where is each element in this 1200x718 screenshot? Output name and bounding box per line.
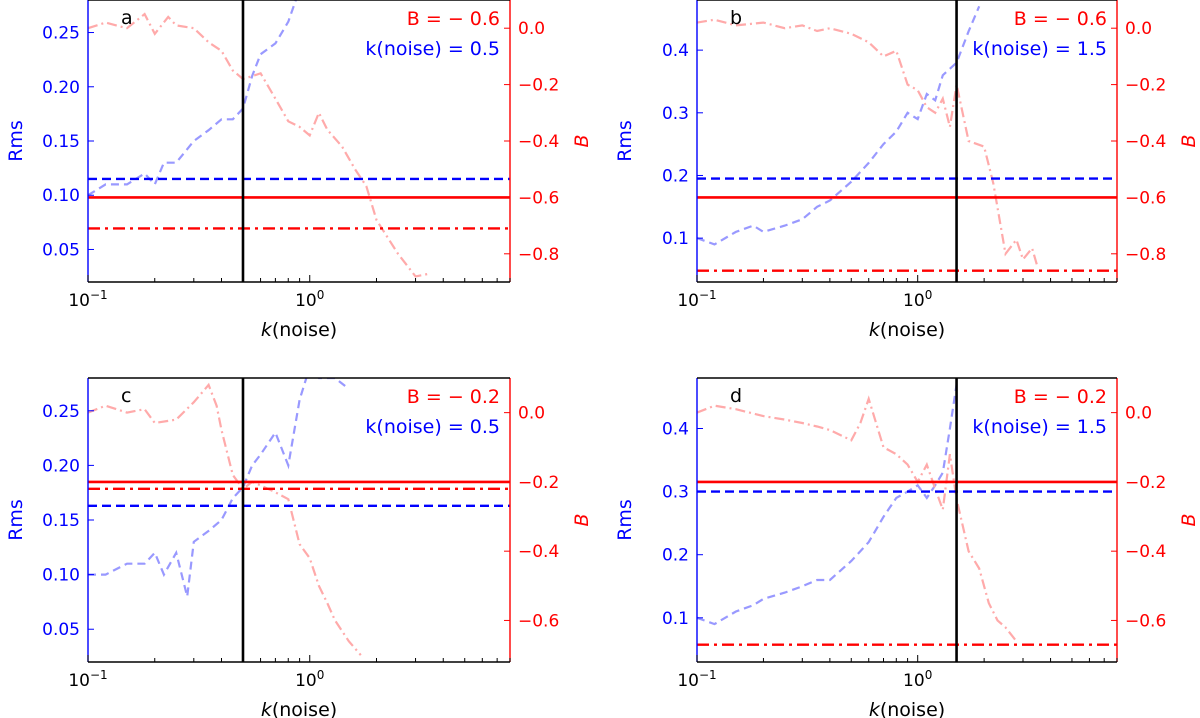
- left-tick-label: 0.15: [42, 132, 80, 152]
- right-axis-title: B: [1178, 134, 1200, 147]
- b-value-annotation: B = − 0.2: [407, 386, 500, 408]
- left-tick-label: 0.2: [662, 166, 689, 186]
- rms-series-line: [697, 384, 958, 626]
- left-tick-label: 0.3: [662, 104, 689, 124]
- plot-area: [697, 0, 1117, 282]
- k-noise-annotation: k(noise) = 1.5: [972, 416, 1107, 438]
- left-axis-title: Rms: [614, 120, 636, 162]
- right-tick-label: −0.6: [518, 611, 559, 631]
- panel-b: 10−1 100 0.4 0.3 0.2 0.1 0.0 −0.2 −0.4 −0.6 −0.8 Rm…: [614, 0, 1200, 341]
- panel-letter: b: [730, 7, 742, 29]
- plot-area: [88, 378, 510, 662]
- rms-series-line: [697, 5, 981, 246]
- x-tick-label: 10−1: [677, 288, 716, 311]
- left-tick-label: 0.10: [42, 566, 80, 586]
- k-noise-annotation: k(noise) = 0.5: [365, 416, 500, 438]
- right-tick-label: 0.0: [518, 404, 545, 424]
- x-axis-title: k(noise): [869, 319, 945, 341]
- right-tick-label: −0.8: [518, 245, 559, 265]
- left-tick-label: 0.25: [42, 24, 80, 44]
- right-tick-label: −0.6: [1125, 611, 1166, 631]
- b-series-line: [88, 12, 431, 278]
- right-tick-label: −0.2: [1125, 473, 1166, 493]
- rms-series-line: [88, 378, 350, 597]
- x-tick-label: 100: [295, 288, 324, 311]
- x-axis-title: k(noise): [869, 699, 945, 718]
- right-tick-label: −0.4: [518, 132, 559, 152]
- x-tick-label: 100: [295, 668, 324, 691]
- right-axis-title: B: [1178, 513, 1200, 526]
- right-axis-title: B: [571, 513, 593, 526]
- panel-letter: c: [121, 385, 131, 407]
- plot-area: [697, 378, 1117, 662]
- right-tick-label: −0.8: [1125, 245, 1166, 265]
- x-axis-title: k(noise): [261, 319, 337, 341]
- left-tick-label: 0.1: [662, 609, 689, 629]
- b-value-annotation: B = − 0.6: [1014, 8, 1107, 30]
- right-tick-label: 0.0: [1125, 19, 1152, 39]
- left-tick-label: 0.20: [42, 456, 80, 476]
- panel-d: 10−1 100 0.4 0.3 0.2 0.1 0.0 −0.2 −0.4 −0.6 Rms Bk(…: [614, 377, 1200, 718]
- b-series-line: [88, 382, 362, 656]
- k-noise-annotation: k(noise) = 1.5: [972, 38, 1107, 60]
- left-tick-label: 0.4: [662, 41, 689, 61]
- b-value-annotation: B = − 0.6: [407, 8, 500, 30]
- left-tick-label: 0.4: [662, 419, 689, 439]
- left-tick-label: 0.25: [42, 402, 80, 422]
- left-tick-label: 0.1: [662, 229, 689, 249]
- panel-a: 10−1 100 0.25 0.20 0.15 0.10 0.05 0.0 −0.2 −0.4 −0…: [5, 0, 593, 341]
- rms-series-line: [88, 0, 298, 197]
- left-tick-label: 0.05: [42, 620, 80, 640]
- right-tick-label: −0.6: [518, 188, 559, 208]
- x-tick-label: 10−1: [68, 288, 107, 311]
- right-tick-label: 0.0: [518, 19, 545, 39]
- x-tick-label: 100: [903, 288, 932, 311]
- right-tick-label: −0.4: [1125, 132, 1166, 152]
- left-tick-label: 0.10: [42, 186, 80, 206]
- right-tick-label: −0.4: [1125, 542, 1166, 562]
- right-tick-label: −0.6: [1125, 188, 1166, 208]
- x-tick-label: 10−1: [68, 668, 107, 691]
- right-tick-label: −0.2: [518, 76, 559, 96]
- right-tick-label: −0.2: [1125, 76, 1166, 96]
- right-tick-label: −0.2: [518, 473, 559, 493]
- right-tick-label: −0.4: [518, 542, 559, 562]
- left-axis-title: Rms: [5, 499, 27, 541]
- x-axis-title: k(noise): [261, 699, 337, 718]
- left-tick-label: 0.20: [42, 78, 80, 98]
- left-axis-title: Rms: [614, 499, 636, 541]
- b-series-line: [697, 395, 1018, 642]
- plot-area: [88, 0, 510, 282]
- left-tick-label: 0.2: [662, 546, 689, 566]
- k-noise-annotation: k(noise) = 0.5: [365, 38, 500, 60]
- left-axis-title: Rms: [5, 120, 27, 162]
- right-axis-title: B: [571, 134, 593, 147]
- x-tick-label: 100: [903, 668, 932, 691]
- b-series-line: [697, 18, 1039, 269]
- left-tick-label: 0.3: [662, 483, 689, 503]
- right-tick-label: 0.0: [1125, 404, 1152, 424]
- b-value-annotation: B = − 0.2: [1014, 386, 1107, 408]
- panel-c: 10−1 100 0.25 0.20 0.15 0.10 0.05 0.0 −0.2 −0.4 −0…: [5, 377, 593, 718]
- left-tick-label: 0.05: [42, 240, 80, 260]
- panel-letter: a: [121, 7, 133, 29]
- panel-letter: d: [730, 385, 742, 407]
- left-tick-label: 0.15: [42, 511, 80, 531]
- x-tick-label: 10−1: [677, 668, 716, 691]
